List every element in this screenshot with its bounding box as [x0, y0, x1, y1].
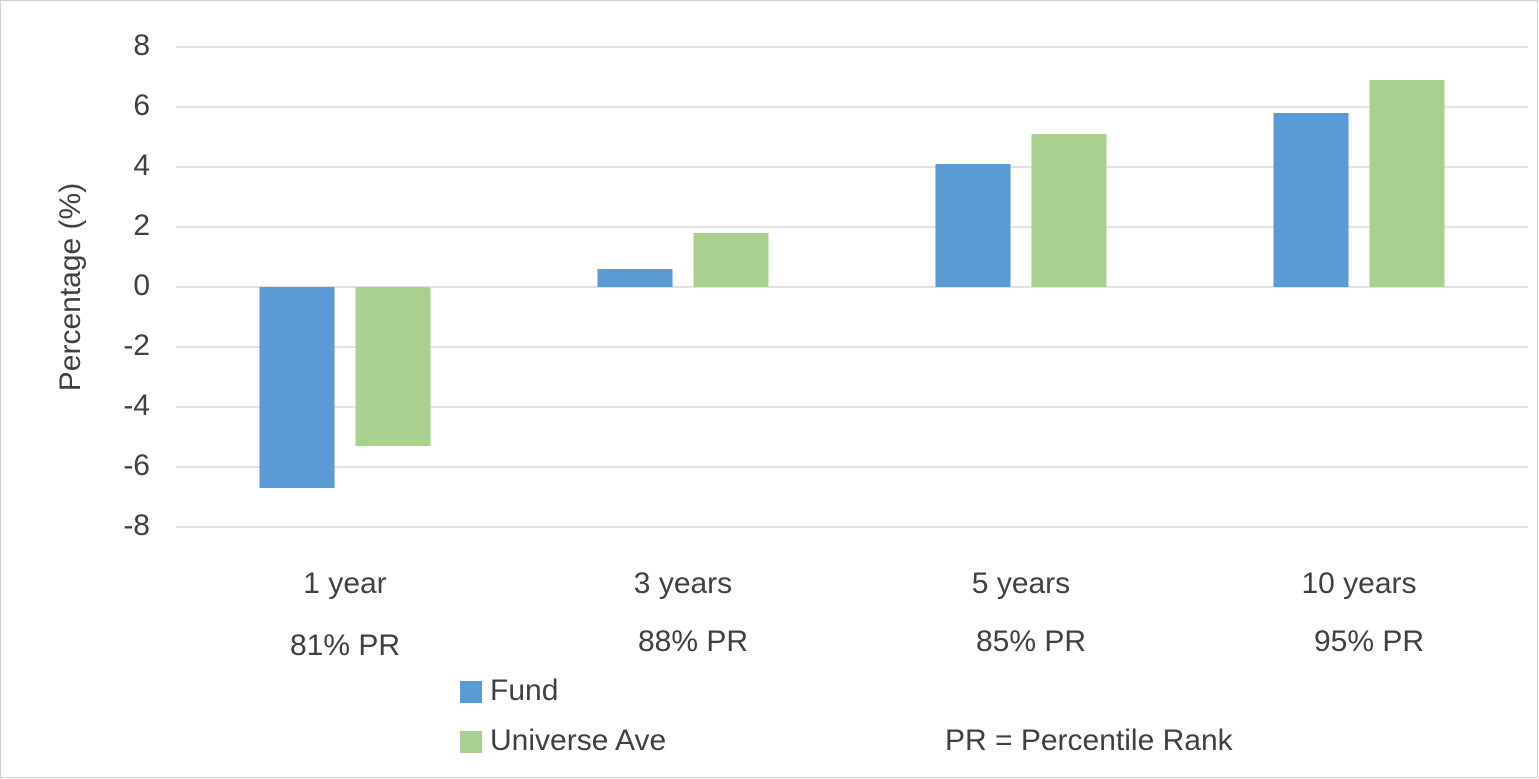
y-tick-label: -8: [123, 509, 150, 542]
legend-label: Universe Ave: [490, 724, 666, 757]
legend-label: Fund: [490, 674, 558, 707]
bar: [935, 164, 1011, 287]
y-tick-label: -2: [123, 329, 150, 362]
y-tick-label: 0: [133, 269, 150, 302]
y-tick-label: 2: [133, 209, 150, 242]
y-axis-label: Percentage (%): [54, 183, 87, 391]
legend-swatch: [460, 681, 482, 703]
y-tick-label: 4: [133, 149, 150, 182]
bar: [1031, 134, 1107, 287]
bar: [1273, 113, 1349, 287]
annotation: 85% PR: [976, 625, 1086, 658]
legend-swatch: [460, 731, 482, 753]
y-tick-label: -6: [123, 449, 150, 482]
x-tick-label: 10 years: [1301, 567, 1416, 600]
bar: [693, 233, 769, 287]
bar: [259, 287, 335, 488]
x-tick-label: 1 year: [303, 567, 386, 600]
note: PR = Percentile Rank: [945, 724, 1234, 757]
y-tick-label: 8: [133, 29, 150, 62]
y-tick-label: 6: [133, 89, 150, 122]
x-tick-label: 3 years: [634, 567, 732, 600]
annotation: 88% PR: [638, 625, 748, 658]
bar: [597, 269, 673, 287]
bar: [355, 287, 431, 446]
annotation: 81% PR: [290, 629, 400, 662]
x-tick-label: 5 years: [972, 567, 1070, 600]
bar: [1369, 80, 1445, 287]
y-tick-label: -4: [123, 389, 150, 422]
annotation: 95% PR: [1314, 625, 1424, 658]
